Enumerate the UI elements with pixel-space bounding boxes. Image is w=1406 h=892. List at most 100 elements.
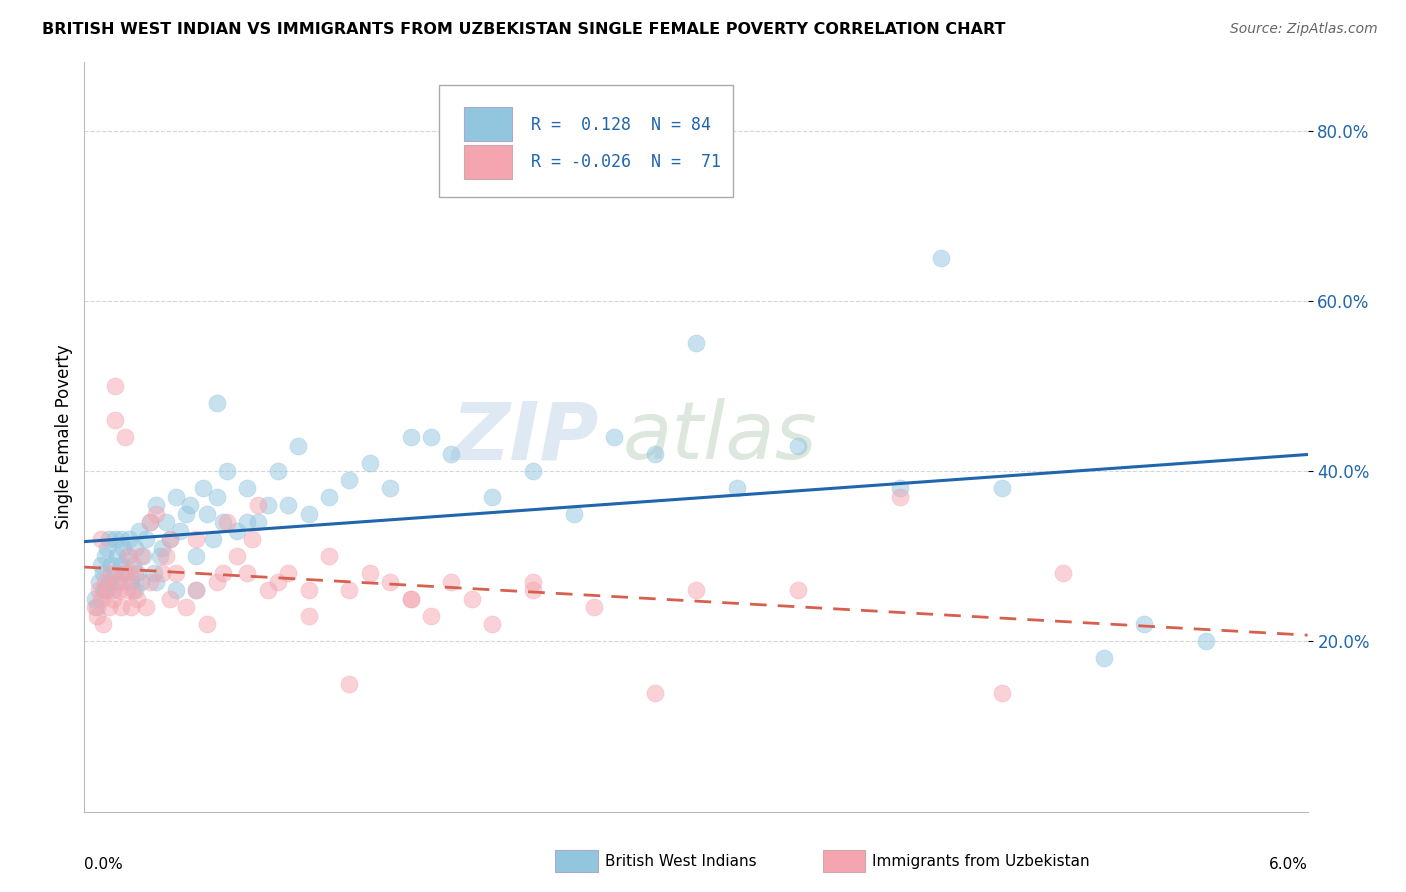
Point — [420, 430, 443, 444]
Point — [562, 507, 585, 521]
Point — [240, 533, 263, 547]
Point — [267, 574, 290, 589]
Point — [118, 566, 141, 581]
Point — [114, 566, 136, 581]
Point — [86, 600, 108, 615]
Point — [420, 608, 443, 623]
Point — [165, 583, 187, 598]
Point — [100, 566, 122, 581]
Point — [86, 608, 108, 623]
Point — [93, 574, 115, 589]
Point — [226, 524, 249, 538]
Point — [685, 336, 707, 351]
Point — [399, 591, 422, 606]
Point — [257, 498, 280, 512]
Point — [217, 515, 239, 529]
Point — [127, 591, 149, 606]
Point — [142, 566, 165, 581]
Point — [991, 481, 1014, 495]
Point — [110, 533, 132, 547]
Point — [128, 524, 150, 538]
Point — [399, 430, 422, 444]
Point — [1052, 566, 1074, 581]
Point — [644, 685, 666, 699]
Point — [108, 583, 131, 598]
Point — [165, 566, 187, 581]
Point — [257, 583, 280, 598]
FancyBboxPatch shape — [439, 85, 733, 197]
Point — [277, 498, 299, 512]
Point — [179, 498, 201, 512]
Point — [787, 439, 810, 453]
Point — [131, 574, 153, 589]
Point — [380, 481, 402, 495]
Point — [97, 533, 120, 547]
Point — [201, 533, 224, 547]
Text: 6.0%: 6.0% — [1268, 856, 1308, 871]
Point — [108, 574, 131, 589]
Point — [91, 566, 114, 581]
Point — [339, 583, 361, 598]
Point — [205, 490, 228, 504]
Point — [93, 549, 115, 564]
Point — [122, 558, 145, 572]
Point — [174, 600, 197, 615]
Point — [87, 574, 110, 589]
Point — [212, 566, 235, 581]
Point — [110, 558, 132, 572]
Point — [359, 566, 381, 581]
Point — [277, 566, 299, 581]
Text: BRITISH WEST INDIAN VS IMMIGRANTS FROM UZBEKISTAN SINGLE FEMALE POVERTY CORRELAT: BRITISH WEST INDIAN VS IMMIGRANTS FROM U… — [42, 22, 1005, 37]
Point — [131, 549, 153, 564]
Text: British West Indians: British West Indians — [605, 855, 756, 869]
Point — [105, 549, 128, 564]
Point — [101, 583, 124, 598]
Point — [97, 574, 120, 589]
Point — [787, 583, 810, 598]
Point — [132, 549, 155, 564]
Point — [318, 490, 340, 504]
Point — [685, 583, 707, 598]
Point — [104, 379, 127, 393]
Point — [93, 583, 115, 598]
Point — [155, 515, 177, 529]
Point — [118, 533, 141, 547]
Point — [217, 464, 239, 478]
Point — [186, 583, 208, 598]
Point — [96, 541, 118, 555]
Text: Source: ZipAtlas.com: Source: ZipAtlas.com — [1230, 22, 1378, 37]
Point — [97, 600, 120, 615]
Point — [991, 685, 1014, 699]
Point — [101, 591, 124, 606]
Point — [481, 490, 503, 504]
Point — [440, 574, 463, 589]
Point — [195, 507, 218, 521]
Point — [298, 583, 321, 598]
Point — [145, 507, 167, 521]
Point — [149, 549, 172, 564]
Point — [90, 533, 112, 547]
Point — [150, 566, 173, 581]
Point — [212, 515, 235, 529]
Point — [1195, 634, 1218, 648]
Point — [159, 591, 181, 606]
Point — [191, 481, 214, 495]
Text: R = -0.026  N =  71: R = -0.026 N = 71 — [531, 153, 721, 171]
Point — [120, 574, 142, 589]
Point — [159, 533, 181, 547]
Point — [298, 608, 321, 623]
Point — [145, 498, 167, 512]
Point — [83, 600, 105, 615]
Bar — [464, 107, 513, 141]
Bar — [464, 145, 513, 178]
Point — [169, 524, 191, 538]
Point — [725, 481, 748, 495]
Point — [135, 600, 157, 615]
Point — [165, 490, 187, 504]
Point — [205, 574, 228, 589]
Point — [236, 515, 259, 529]
Point — [112, 541, 135, 555]
Point — [246, 498, 269, 512]
Point — [138, 515, 160, 529]
Point — [150, 541, 173, 555]
